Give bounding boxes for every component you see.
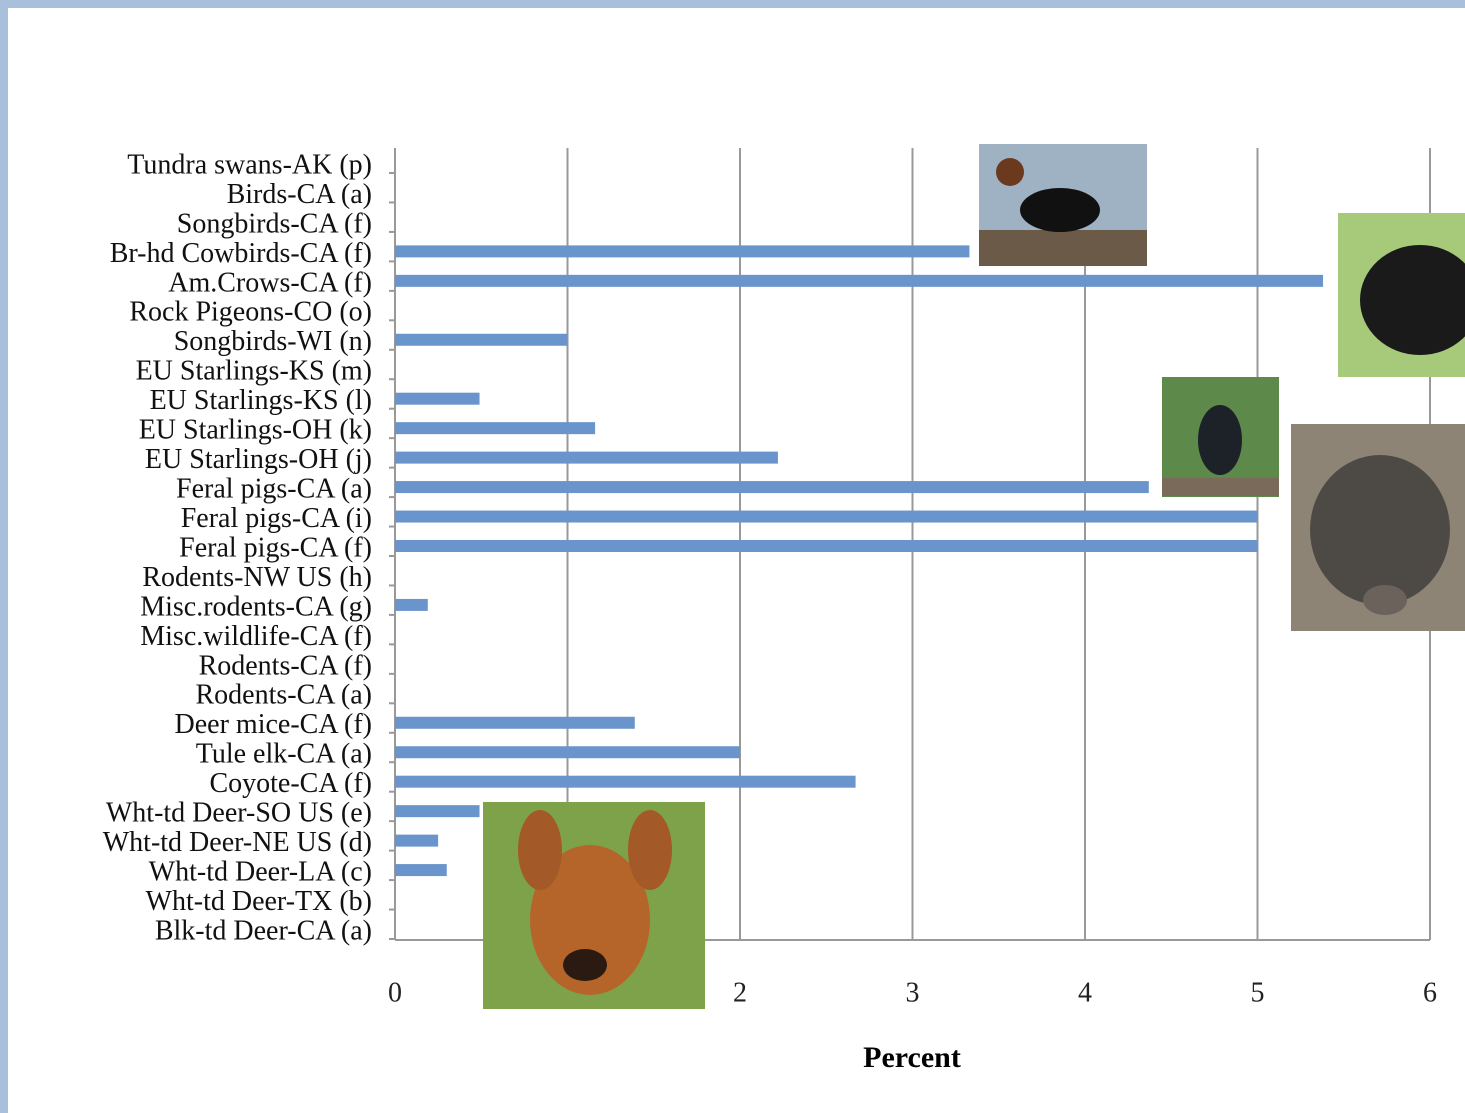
y-tick-label: Songbirds-WI (n) xyxy=(174,326,372,357)
bar xyxy=(395,835,438,847)
x-tick-label: 4 xyxy=(1078,977,1092,1008)
y-tick-label: Rodents-CA (f) xyxy=(199,650,372,681)
x-axis-title: Percent xyxy=(863,1041,961,1074)
bar xyxy=(395,511,1258,523)
bar xyxy=(395,599,428,611)
bar xyxy=(395,717,635,729)
y-tick-label: EU Starlings-KS (m) xyxy=(136,356,372,387)
y-tick-label: EU Starlings-OH (k) xyxy=(139,415,372,446)
y-tick-label: Tule elk-CA (a) xyxy=(196,739,372,770)
frame-top xyxy=(0,0,1465,8)
y-tick-label: Tundra swans-AK (p) xyxy=(127,149,372,180)
bar xyxy=(395,452,778,464)
y-tick-label: Rock Pigeons-CO (o) xyxy=(129,297,372,328)
x-tick-label: 5 xyxy=(1251,977,1265,1008)
page: 0123456Tundra swans-AK (p)Birds-CA (a)So… xyxy=(0,0,1465,1113)
x-tick-label: 3 xyxy=(906,977,920,1008)
x-tick-label: 6 xyxy=(1423,977,1437,1008)
y-tick-label: Rodents-CA (a) xyxy=(195,680,372,711)
y-tick-label: Wht-td Deer-LA (c) xyxy=(149,856,372,887)
frame-left xyxy=(0,0,8,1113)
y-tick-label: Birds-CA (a) xyxy=(227,179,372,210)
bar xyxy=(395,245,969,257)
bar xyxy=(395,540,1258,552)
bar xyxy=(395,334,568,346)
y-tick-label: Blk-td Deer-CA (a) xyxy=(155,915,372,946)
x-tick-label: 0 xyxy=(388,977,402,1008)
y-tick-label: EU Starlings-OH (j) xyxy=(145,444,372,475)
photo-starling xyxy=(1162,377,1279,497)
bar xyxy=(395,805,480,817)
x-tick-label: 2 xyxy=(733,977,747,1008)
y-tick-label: Misc.wildlife-CA (f) xyxy=(140,621,372,652)
y-tick-label: Feral pigs-CA (a) xyxy=(176,473,372,504)
y-tick-label: Feral pigs-CA (f) xyxy=(179,532,372,563)
y-tick-label: EU Starlings-KS (l) xyxy=(150,385,372,416)
photo-deer xyxy=(483,802,705,1009)
y-tick-label: Am.Crows-CA (f) xyxy=(168,267,372,298)
bar xyxy=(395,422,595,434)
y-tick-label: Misc.rodents-CA (g) xyxy=(140,591,372,622)
chart: 0123456Tundra swans-AK (p)Birds-CA (a)So… xyxy=(0,0,1465,1113)
bar xyxy=(395,746,740,758)
bar xyxy=(395,393,480,405)
y-tick-label: Wht-td Deer-SO US (e) xyxy=(106,798,372,829)
photo-cowbird xyxy=(979,144,1147,266)
y-tick-label: Wht-td Deer-TX (b) xyxy=(146,886,372,917)
bar xyxy=(395,275,1323,287)
bar xyxy=(395,481,1149,493)
y-tick-label: Br-hd Cowbirds-CA (f) xyxy=(110,238,372,269)
y-tick-label: Wht-td Deer-NE US (d) xyxy=(103,827,372,858)
bar xyxy=(395,776,856,788)
y-tick-label: Songbirds-CA (f) xyxy=(177,208,372,239)
y-tick-label: Feral pigs-CA (i) xyxy=(181,503,372,534)
y-tick-label: Coyote-CA (f) xyxy=(209,768,372,799)
photo-crow xyxy=(1338,213,1465,377)
y-tick-label: Deer mice-CA (f) xyxy=(175,709,372,740)
bar xyxy=(395,864,447,876)
y-tick-label: Rodents-NW US (h) xyxy=(142,562,372,593)
photo-pig xyxy=(1291,424,1465,631)
